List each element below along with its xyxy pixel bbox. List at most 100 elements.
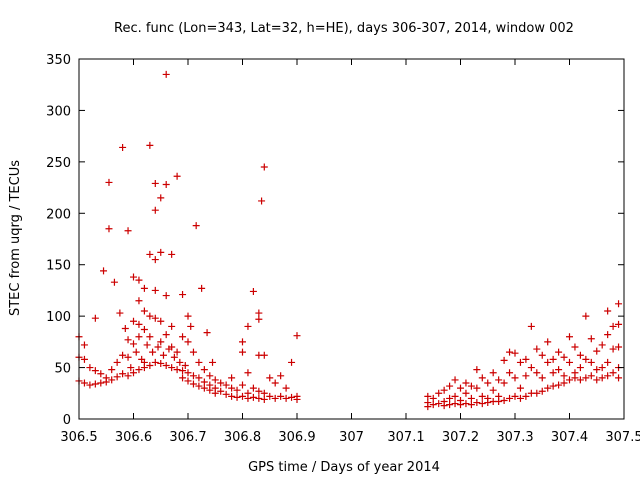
- data-point: [566, 358, 573, 366]
- x-axis-label: GPS time / Days of year 2014: [248, 460, 440, 475]
- data-point: [266, 374, 274, 382]
- data-marks: [75, 70, 623, 411]
- data-point: [151, 358, 159, 366]
- data-point: [462, 379, 470, 387]
- data-point: [187, 322, 195, 330]
- data-point: [457, 401, 464, 409]
- data-point: [189, 348, 197, 356]
- data-point: [179, 291, 187, 299]
- data-point: [154, 343, 162, 351]
- data-point: [124, 353, 132, 361]
- data-point: [135, 297, 143, 305]
- x-tick-label: 307.5: [605, 430, 640, 445]
- axis-ticks: 306.5 306.6 306.7 306.8 306.9 307 307.1 307.2 30…: [46, 53, 640, 445]
- data-point: [593, 347, 601, 355]
- y-tick-label: 150: [46, 259, 71, 274]
- data-point: [113, 373, 121, 381]
- x-tick-label: 306.7: [169, 430, 206, 445]
- data-point: [80, 355, 88, 363]
- data-point: [124, 227, 132, 235]
- data-point: [615, 374, 623, 382]
- data-point: [151, 206, 159, 214]
- y-tick-label: 300: [46, 104, 71, 119]
- y-tick-label: 250: [46, 156, 71, 171]
- data-point: [168, 250, 176, 258]
- data-point: [195, 374, 203, 382]
- data-point: [549, 355, 557, 363]
- data-point: [506, 394, 514, 402]
- data-point: [105, 178, 113, 186]
- data-point: [192, 222, 200, 230]
- data-point: [228, 392, 236, 400]
- data-point: [130, 273, 137, 281]
- data-point: [146, 333, 154, 341]
- data-point: [244, 394, 252, 402]
- data-point: [108, 366, 116, 374]
- y-axis-label: STEC from uqrg / TECUs: [8, 160, 23, 316]
- data-point: [140, 307, 148, 315]
- data-point: [533, 369, 541, 377]
- x-tick-label: 307.2: [442, 430, 479, 445]
- data-point: [181, 362, 189, 370]
- data-point: [478, 400, 486, 408]
- data-point: [593, 376, 601, 384]
- data-point: [560, 379, 568, 387]
- data-point: [195, 382, 203, 390]
- data-point: [500, 379, 508, 387]
- data-point: [200, 378, 208, 386]
- data-point: [467, 394, 475, 402]
- data-point: [222, 390, 230, 398]
- data-point: [587, 335, 595, 343]
- x-tick-label: 307.1: [387, 430, 424, 445]
- data-point: [604, 358, 612, 366]
- data-point: [119, 351, 127, 359]
- data-point: [228, 384, 236, 392]
- data-point: [500, 396, 508, 404]
- data-point: [135, 333, 143, 341]
- data-point: [576, 376, 584, 384]
- data-point: [451, 376, 459, 384]
- data-point: [91, 367, 99, 375]
- data-point: [127, 364, 135, 372]
- data-point: [113, 358, 121, 366]
- x-tick-label: 306.6: [115, 430, 152, 445]
- data-point: [135, 276, 143, 284]
- data-point: [184, 338, 192, 346]
- data-point: [119, 143, 127, 151]
- data-point: [146, 250, 154, 258]
- data-point: [239, 348, 246, 356]
- data-point: [130, 369, 137, 377]
- data-point: [429, 401, 437, 409]
- data-point: [598, 341, 606, 349]
- data-point: [146, 312, 154, 320]
- data-point: [162, 292, 170, 300]
- data-point: [271, 394, 279, 402]
- data-point: [549, 382, 557, 390]
- data-point: [135, 320, 143, 328]
- data-point: [157, 248, 165, 256]
- data-point: [598, 364, 606, 372]
- data-point: [255, 315, 263, 323]
- y-tick-label: 100: [46, 310, 71, 325]
- data-point: [489, 386, 497, 394]
- data-point: [151, 286, 159, 294]
- data-point: [239, 338, 246, 346]
- data-point: [195, 358, 203, 366]
- data-point: [168, 343, 176, 351]
- data-point: [555, 366, 563, 374]
- data-point: [576, 351, 584, 359]
- data-point: [124, 372, 132, 380]
- data-point: [159, 351, 167, 359]
- data-point: [566, 333, 573, 341]
- data-point: [206, 386, 214, 394]
- data-point: [489, 369, 497, 377]
- data-point: [157, 338, 165, 346]
- data-point: [511, 349, 519, 357]
- data-point: [288, 358, 296, 366]
- x-tick-label: 306.8: [224, 430, 261, 445]
- x-tick-label: 307.4: [551, 430, 588, 445]
- data-point: [209, 358, 217, 366]
- data-point: [293, 332, 301, 340]
- data-point: [473, 399, 481, 407]
